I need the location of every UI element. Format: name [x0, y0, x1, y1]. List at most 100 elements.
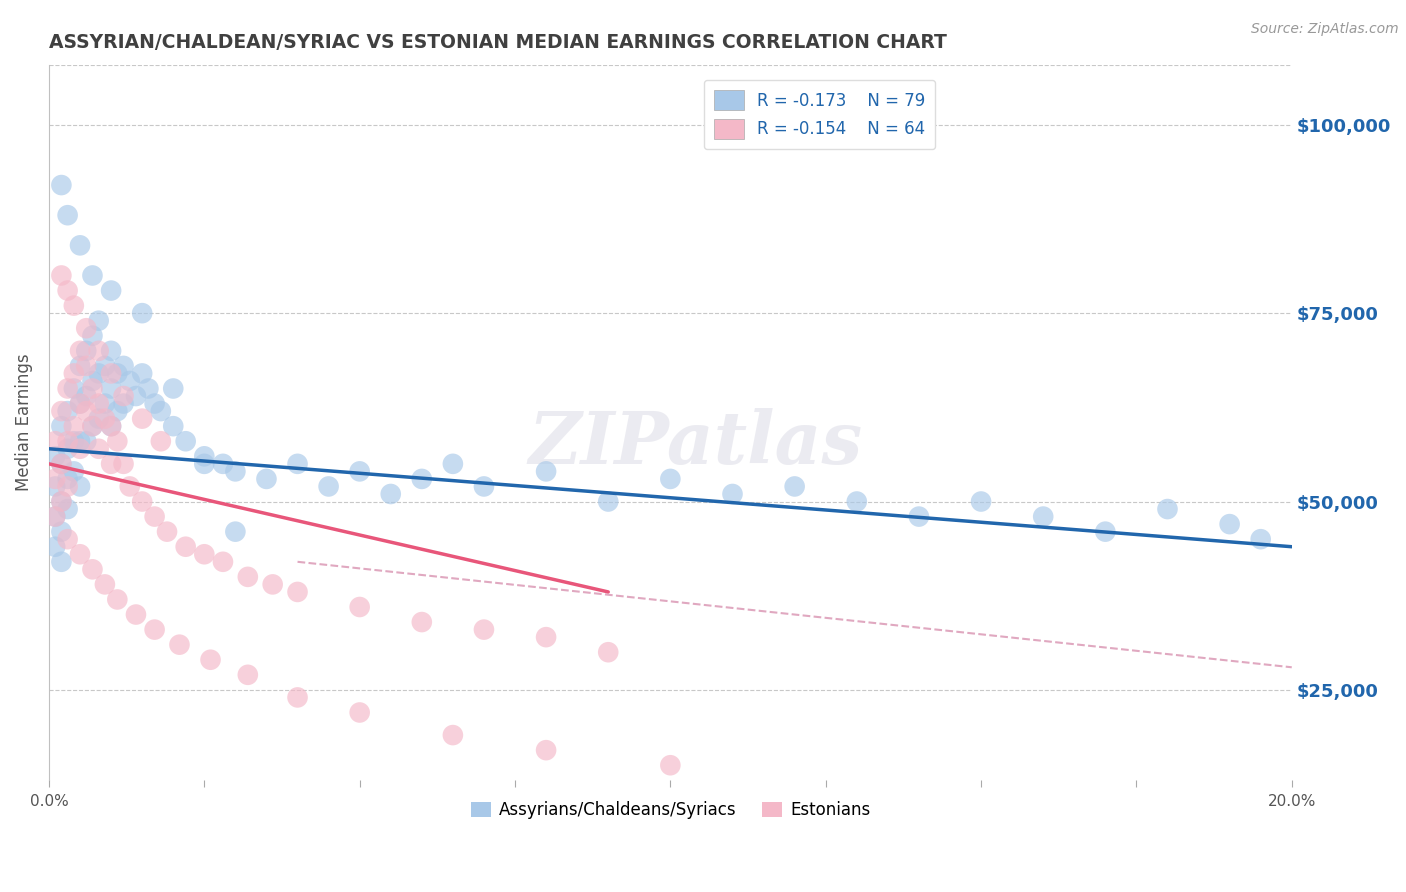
- Point: [69, 547, 91, 561]
- Point: [149, 434, 172, 449]
- Point: [51, 419, 73, 434]
- Point: [87, 396, 110, 410]
- Point: [82, 382, 104, 396]
- Point: [63, 299, 86, 313]
- Point: [94, 411, 117, 425]
- Point: [94, 359, 117, 373]
- Legend: Assyrians/Chaldeans/Syriacs, Estonians: Assyrians/Chaldeans/Syriacs, Estonians: [464, 794, 877, 826]
- Point: [75, 343, 97, 358]
- Point: [598, 645, 620, 659]
- Point: [534, 464, 557, 478]
- Point: [224, 464, 246, 478]
- Point: [112, 396, 135, 410]
- Point: [472, 479, 495, 493]
- Point: [44, 540, 66, 554]
- Point: [56, 532, 79, 546]
- Point: [75, 389, 97, 403]
- Point: [193, 457, 215, 471]
- Point: [1219, 517, 1241, 532]
- Point: [256, 472, 278, 486]
- Point: [193, 547, 215, 561]
- Point: [287, 690, 309, 705]
- Point: [131, 411, 153, 425]
- Point: [174, 540, 197, 554]
- Point: [318, 479, 340, 493]
- Point: [51, 404, 73, 418]
- Point: [380, 487, 402, 501]
- Point: [125, 607, 148, 622]
- Point: [69, 343, 91, 358]
- Point: [131, 367, 153, 381]
- Point: [534, 743, 557, 757]
- Point: [534, 630, 557, 644]
- Point: [143, 623, 166, 637]
- Point: [349, 464, 371, 478]
- Point: [105, 404, 128, 418]
- Point: [51, 268, 73, 283]
- Point: [908, 509, 931, 524]
- Point: [472, 623, 495, 637]
- Point: [236, 570, 259, 584]
- Point: [56, 479, 79, 493]
- Point: [82, 419, 104, 434]
- Point: [169, 638, 191, 652]
- Point: [51, 457, 73, 471]
- Point: [193, 450, 215, 464]
- Point: [845, 494, 868, 508]
- Point: [174, 434, 197, 449]
- Point: [659, 758, 682, 772]
- Point: [69, 359, 91, 373]
- Point: [56, 434, 79, 449]
- Point: [87, 343, 110, 358]
- Point: [51, 457, 73, 471]
- Point: [200, 653, 222, 667]
- Point: [970, 494, 993, 508]
- Point: [63, 464, 86, 478]
- Text: ASSYRIAN/CHALDEAN/SYRIAC VS ESTONIAN MEDIAN EARNINGS CORRELATION CHART: ASSYRIAN/CHALDEAN/SYRIAC VS ESTONIAN MED…: [49, 33, 946, 52]
- Point: [138, 382, 160, 396]
- Point: [224, 524, 246, 539]
- Point: [105, 592, 128, 607]
- Point: [125, 389, 148, 403]
- Point: [69, 479, 91, 493]
- Point: [236, 668, 259, 682]
- Point: [56, 382, 79, 396]
- Point: [721, 487, 744, 501]
- Point: [75, 404, 97, 418]
- Point: [51, 524, 73, 539]
- Point: [87, 442, 110, 456]
- Point: [63, 419, 86, 434]
- Point: [87, 411, 110, 425]
- Point: [100, 343, 122, 358]
- Point: [262, 577, 284, 591]
- Point: [100, 457, 122, 471]
- Point: [44, 509, 66, 524]
- Text: Source: ZipAtlas.com: Source: ZipAtlas.com: [1251, 22, 1399, 37]
- Point: [131, 494, 153, 508]
- Point: [94, 577, 117, 591]
- Point: [75, 434, 97, 449]
- Point: [69, 442, 91, 456]
- Point: [44, 509, 66, 524]
- Point: [69, 238, 91, 252]
- Point: [56, 208, 79, 222]
- Point: [44, 479, 66, 493]
- Point: [51, 178, 73, 192]
- Point: [783, 479, 806, 493]
- Y-axis label: Median Earnings: Median Earnings: [15, 353, 32, 491]
- Point: [441, 728, 464, 742]
- Point: [1156, 502, 1178, 516]
- Point: [112, 457, 135, 471]
- Point: [63, 367, 86, 381]
- Point: [118, 479, 141, 493]
- Point: [1250, 532, 1272, 546]
- Point: [63, 434, 86, 449]
- Point: [82, 419, 104, 434]
- Point: [112, 389, 135, 403]
- Point: [82, 328, 104, 343]
- Point: [82, 268, 104, 283]
- Point: [162, 419, 184, 434]
- Point: [56, 404, 79, 418]
- Point: [411, 472, 433, 486]
- Point: [69, 396, 91, 410]
